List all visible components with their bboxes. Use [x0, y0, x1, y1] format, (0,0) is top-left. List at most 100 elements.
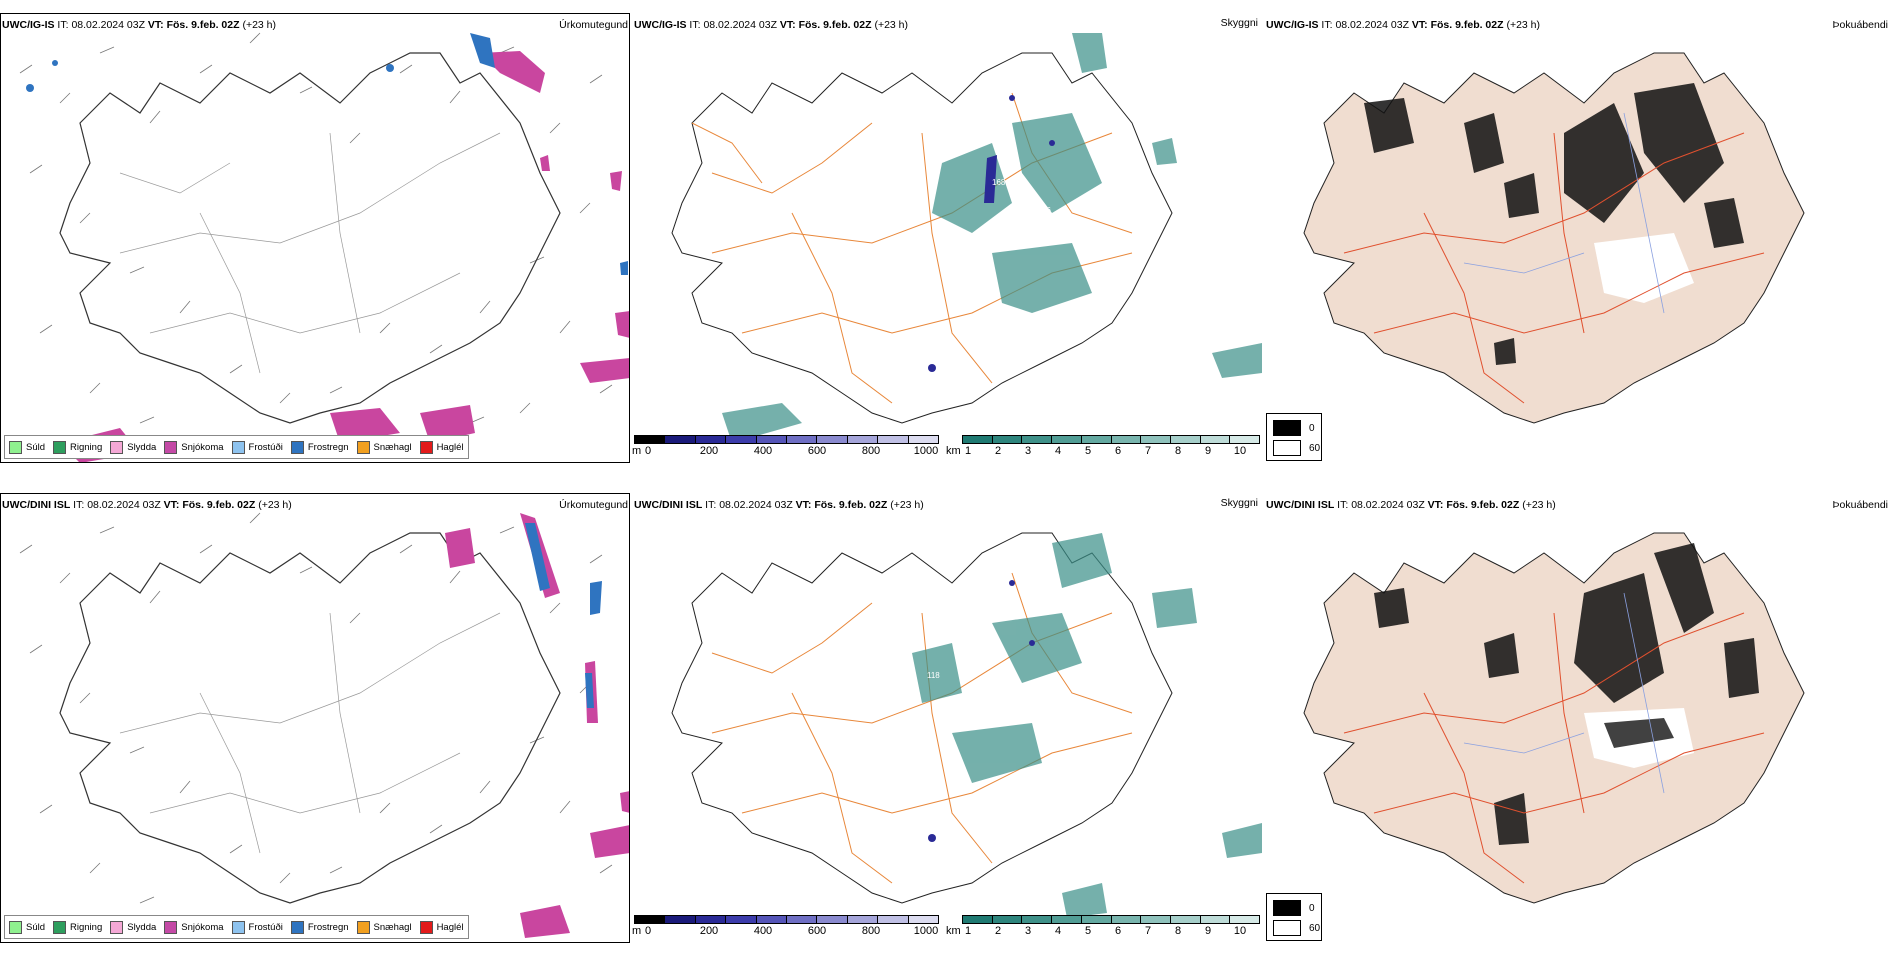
map-title: Þokuábendi	[1832, 19, 1888, 31]
fog-legend-label: 0	[1309, 902, 1315, 914]
vt-value: Fös. 9.feb. 02Z	[182, 499, 256, 511]
legend-swatch	[290, 920, 304, 934]
fog-index-map-top: UWC/IG-IS IT: 08.02.2024 03Z VT: Fös. 9.…	[1264, 13, 1896, 478]
map-title: Skyggni	[1220, 17, 1258, 29]
colorbar-tick: 800	[861, 445, 881, 457]
legend-item: Snjókoma	[164, 440, 224, 454]
visibility-map-svg: 7 168 56 40 42 125	[671, 33, 1262, 443]
colorbar-tick: 6	[1114, 445, 1122, 457]
fog-areas	[1364, 83, 1744, 365]
it-value: 08.02.2024 03Z	[703, 19, 777, 31]
colorbar-tick: 200	[699, 445, 719, 457]
fog-band	[1604, 718, 1674, 748]
it-value: 08.02.2024 03Z	[719, 499, 793, 511]
legend-swatch	[231, 440, 245, 454]
colorbar-ticks: km 1 2 3 4 5 6 7 8 9 10	[946, 925, 1260, 939]
vis-label: 36	[972, 681, 981, 690]
lead-time: (+23 h)	[1522, 499, 1556, 511]
run-header: UWC/DINI ISL IT: 08.02.2024 03Z VT: Fös.…	[2, 499, 292, 511]
legend-label: Slydda	[127, 921, 157, 933]
iceland-coastline	[671, 52, 1173, 424]
colorbar-tick: 5	[1084, 445, 1092, 457]
vis-label: 7	[950, 136, 955, 145]
colorbar-box	[908, 916, 939, 923]
it-value: 08.02.2024 03Z	[1335, 19, 1409, 31]
run-header: UWC/IG-IS IT: 08.02.2024 03Z VT: Fös. 9.…	[2, 19, 276, 31]
model-name: UWC/IG-IS	[1266, 19, 1319, 31]
rivers	[1463, 112, 1665, 314]
very-low-visibility-spots	[928, 95, 1055, 372]
precip-map-svg	[19, 512, 630, 938]
legend-item: Haglél	[419, 920, 464, 934]
precip-type-legend: Súld Rigning Slydda Snjókoma Frostúði Fr…	[4, 435, 469, 459]
legend-label: Haglél	[436, 441, 464, 453]
vis-label: 40	[1122, 176, 1131, 185]
colorbar-unit: m	[632, 925, 642, 937]
colorbar-box	[695, 436, 727, 443]
fog-legend-swatch	[1273, 420, 1301, 436]
legend-swatch	[9, 440, 22, 454]
legend-item: Frostúði	[231, 920, 283, 934]
colorbar-ticks: km 1 2 3 4 5 6 7 8 9 10	[946, 445, 1260, 459]
vt-value: Fös. 9.feb. 02Z	[166, 19, 240, 31]
colorbar-tick: 8	[1174, 445, 1182, 457]
vt-label: VT:	[795, 499, 812, 511]
legend-swatch	[9, 920, 22, 934]
vis-label: 42	[952, 238, 961, 247]
run-header: UWC/IG-IS IT: 08.02.2024 03Z VT: Fös. 9.…	[634, 19, 908, 31]
fog-legend-top: 0 60	[1266, 413, 1322, 461]
fog-legend-row: 0	[1273, 900, 1315, 916]
legend-label: Frostúði	[248, 921, 283, 933]
colorbar-boxes	[634, 915, 939, 924]
colorbar-box	[726, 916, 757, 923]
colorbar-tick: 8	[1174, 925, 1182, 937]
fog-free-glacier	[1594, 233, 1694, 303]
colorbar-box	[1170, 916, 1201, 923]
visibility-km-colorbar: km 1 2 3 4 5 6 7 8 9 10	[946, 915, 1260, 945]
colorbar-box	[908, 436, 939, 443]
legend-swatch	[164, 920, 178, 934]
legend-swatch	[356, 440, 370, 454]
colorbar-box	[1170, 436, 1201, 443]
legend-item: Frostúði	[231, 440, 283, 454]
colorbar-box	[847, 916, 879, 923]
fog-legend-row: 60	[1273, 440, 1320, 456]
legend-item: Súld	[9, 440, 45, 454]
colorbar-tick: 2	[994, 445, 1002, 457]
colorbar-box	[635, 436, 666, 443]
fog-legend-row: 0	[1273, 420, 1315, 436]
legend-swatch	[356, 920, 370, 934]
colorbar-tick: 3	[1024, 445, 1032, 457]
fog-legend-label: 60	[1309, 922, 1321, 934]
vis-label: 56	[1042, 206, 1051, 215]
visibility-map-svg: 14 118 36 143	[671, 532, 1262, 918]
iceland-coastline	[59, 52, 561, 424]
it-value: 08.02.2024 03Z	[87, 499, 161, 511]
colorbar-box	[1230, 436, 1260, 443]
colorbar-box	[726, 436, 757, 443]
colorbar-box	[665, 916, 696, 923]
colorbar-tick: 3	[1024, 925, 1032, 937]
colorbar-tick: 9	[1204, 925, 1212, 937]
legend-item: Frostregn	[290, 920, 349, 934]
legend-swatch	[231, 920, 245, 934]
colorbar-box	[963, 436, 993, 443]
rivers	[1463, 592, 1665, 794]
colorbar-tick: 400	[753, 445, 773, 457]
legend-label: Frostúði	[248, 441, 283, 453]
it-label: IT:	[73, 499, 85, 511]
visibility-map-bottom: 14 118 36 143 UWC/DINI ISL IT: 08.02.202…	[632, 493, 1264, 958]
fog-legend-swatch	[1273, 440, 1301, 456]
lead-time: (+23 h)	[1506, 19, 1541, 31]
visibility-m-colorbar: m 0 200 400 600 800 1000	[632, 435, 939, 465]
road-network	[119, 612, 501, 854]
colorbar-tick: 600	[807, 925, 827, 937]
colorbar-box	[1111, 436, 1142, 443]
iceland-coastline	[671, 532, 1173, 904]
colorbar-tick: 4	[1054, 925, 1062, 937]
visibility-m-colorbar: m 0 200 400 600 800 1000	[632, 915, 939, 945]
colorbar-tick: 10	[1233, 925, 1247, 937]
vt-label: VT:	[147, 19, 164, 31]
legend-label: Snjókoma	[181, 441, 224, 453]
colorbar-tick: 10	[1233, 445, 1247, 457]
